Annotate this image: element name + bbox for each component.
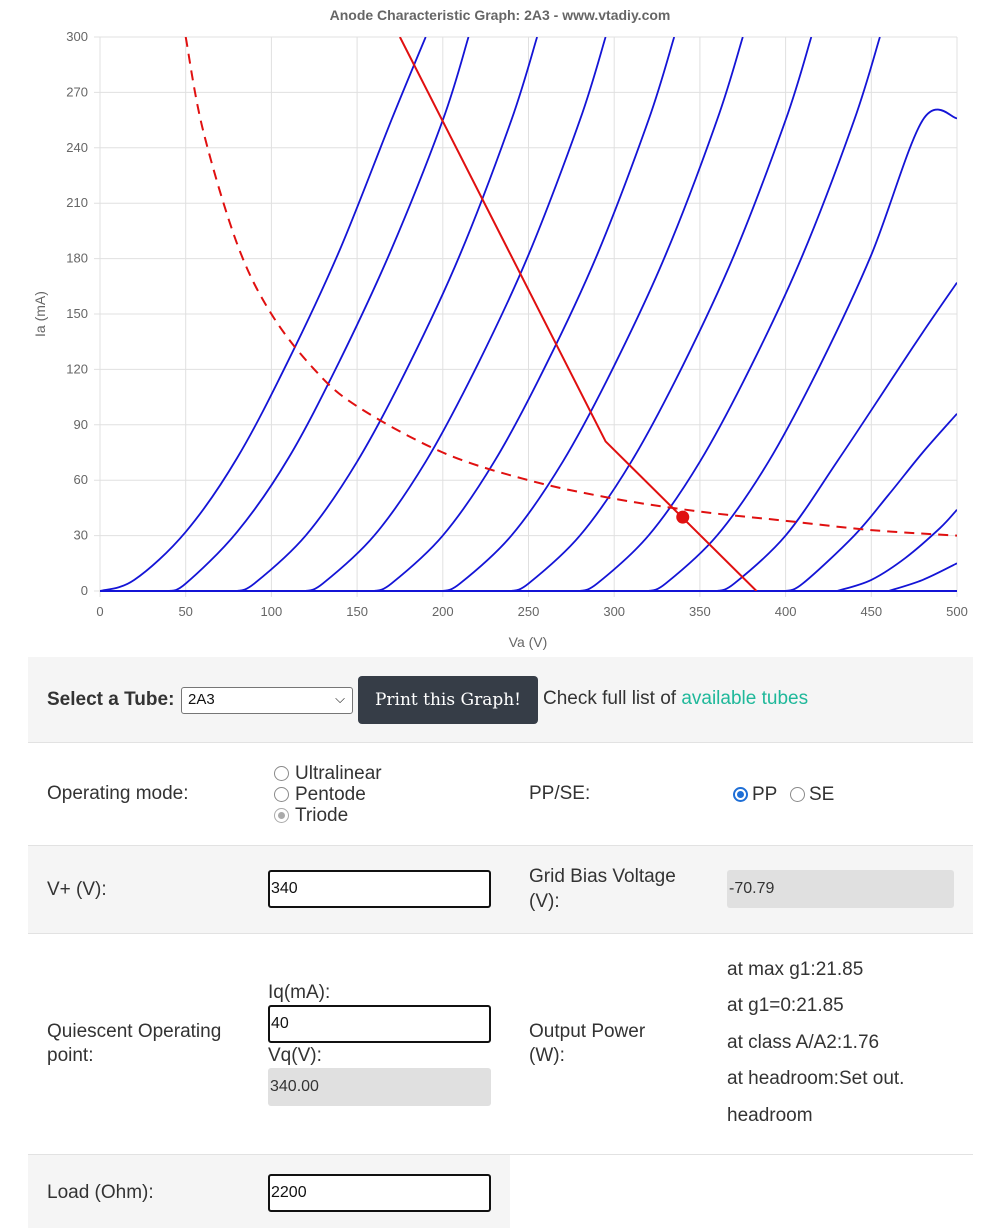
x-tick-label: 100 (261, 604, 283, 619)
select-tube-label: Select a Tube: (47, 689, 175, 710)
plate-curve (236, 37, 538, 591)
overlays (184, 37, 957, 591)
grid-bias-label-1: Grid Bias Voltage (529, 866, 676, 887)
tick-labels: 0 50 100 150 200 250 300 350 400 450 500 0 30 60 90 120… (66, 29, 968, 619)
check-list-prefix: Check full list of (543, 688, 677, 709)
output-headroom-unit: headroom (727, 1105, 813, 1126)
radio-se[interactable]: SE (790, 784, 834, 805)
y-tick-label: 120 (66, 361, 88, 376)
x-tick-label: 200 (432, 604, 454, 619)
quiescent-label-2: point: (47, 1045, 94, 1066)
check-list-text: Check full list of available tubes (543, 688, 808, 710)
y-axis-label: Ia (mA) (32, 291, 48, 337)
plate-curve (579, 37, 881, 591)
available-tubes-link[interactable]: available tubes (681, 688, 809, 709)
y-tick-label: 270 (66, 84, 88, 99)
vplus-input[interactable]: 340 (268, 870, 491, 908)
output-g1-0: at g1=0:21.85 (727, 995, 844, 1016)
x-tick-label: 50 (178, 604, 192, 619)
vplus-label: V+ (V): (47, 879, 107, 900)
ppse-label: PP/SE: (529, 783, 591, 804)
plate-curve (785, 413, 957, 591)
radio-pp-circle[interactable] (733, 787, 748, 803)
radio-ultralinear-circle[interactable] (274, 766, 289, 782)
y-tick-label: 30 (74, 528, 88, 543)
x-tick-label: 250 (518, 604, 540, 619)
radio-ultralinear-label: Ultralinear (295, 763, 382, 785)
radio-triode-label: Triode (295, 805, 349, 827)
load-label: Load (Ohm): (47, 1182, 154, 1203)
plate-curve (888, 562, 957, 591)
plate-curve (648, 108, 957, 591)
chart-title: Anode Characteristic Graph: 2A3 - www.vt… (330, 7, 671, 23)
plate-curve (373, 37, 676, 591)
plate-curve (305, 37, 607, 591)
x-tick-label: 0 (96, 604, 103, 619)
x-tick-label: 350 (689, 604, 711, 619)
y-tick-label: 150 (66, 306, 88, 321)
x-tick-label: 450 (860, 604, 882, 619)
x-tick-label: 400 (775, 604, 797, 619)
x-tick-label: 150 (346, 604, 368, 619)
plate-curve (716, 282, 957, 591)
load-line (399, 37, 758, 591)
quiescent-label-1: Quiescent Operating (47, 1021, 222, 1042)
y-tick-label: 60 (74, 472, 88, 487)
radio-pentode[interactable]: Pentode (274, 784, 366, 805)
vq-value: 340.00 (268, 1068, 491, 1106)
y-tick-label: 90 (74, 417, 88, 432)
y-tick-label: 210 (66, 195, 88, 210)
plate-curves (100, 37, 957, 592)
iq-input[interactable]: 40 (268, 1005, 491, 1043)
vplus-row: V+ (V): 340 Grid Bias Voltage (V): -70.7… (28, 846, 973, 934)
plate-curve (442, 37, 744, 591)
plate-curve (836, 509, 957, 591)
tube-select-value: 2A3 (188, 691, 215, 708)
tube-select-bar: Select a Tube: 2A3 ⌵ Print this Graph! C… (28, 657, 973, 743)
operating-mode-label: Operating mode: (47, 783, 189, 804)
output-headroom: at headroom:Set out. (727, 1068, 905, 1089)
grid (94, 36, 958, 597)
radio-pp[interactable]: PP (733, 784, 777, 805)
output-max-g1: at max g1:21.85 (727, 959, 864, 980)
tube-select[interactable]: 2A3 ⌵ (181, 687, 353, 714)
radio-pp-label: PP (752, 784, 778, 806)
output-power-label-1: Output Power (529, 1021, 646, 1042)
quiescent-row: Quiescent Operating point: Iq(mA): 40 Vq… (28, 934, 973, 1155)
operating-mode-row: Operating mode: Ultralinear Pentode Trio… (28, 743, 973, 846)
print-graph-button[interactable]: Print this Graph! (358, 676, 538, 724)
plate-curve (100, 37, 427, 591)
output-class-a: at class A/A2:1.76 (727, 1032, 880, 1053)
iq-label: Iq(mA): (268, 982, 331, 1003)
radio-pentode-circle[interactable] (274, 787, 289, 803)
y-tick-label: 180 (66, 251, 88, 266)
operating-point-marker (676, 510, 690, 524)
vq-label: Vq(V): (268, 1045, 322, 1066)
plate-curve (511, 37, 813, 591)
x-axis-label: Va (V) (509, 634, 548, 650)
max-dissipation-curve (184, 37, 957, 537)
y-tick-label: 300 (66, 29, 88, 44)
radio-se-label: SE (809, 784, 835, 806)
chart-svg: Anode Characteristic Graph: 2A3 - www.vt… (32, 7, 968, 650)
load-input[interactable]: 2200 (268, 1174, 491, 1212)
y-tick-label: 0 (81, 583, 88, 598)
x-tick-label: 500 (946, 604, 968, 619)
grid-bias-label-2: (V): (529, 891, 560, 912)
radio-se-circle[interactable] (790, 787, 805, 803)
output-power-label-2: (W): (529, 1045, 565, 1066)
load-row: Load (Ohm): 2200 (28, 1155, 510, 1228)
radio-triode-circle[interactable] (274, 808, 289, 824)
chevron-down-icon: ⌵ (335, 691, 345, 706)
plate-curve (168, 37, 470, 591)
radio-ultralinear[interactable]: Ultralinear (274, 763, 382, 784)
anode-chart: Anode Characteristic Graph: 2A3 - www.vt… (32, 7, 968, 650)
grid-bias-value: -70.79 (727, 870, 954, 908)
radio-pentode-label: Pentode (295, 784, 366, 806)
y-tick-label: 240 (66, 140, 88, 155)
x-tick-label: 300 (603, 604, 625, 619)
radio-triode[interactable]: Triode (274, 805, 348, 826)
